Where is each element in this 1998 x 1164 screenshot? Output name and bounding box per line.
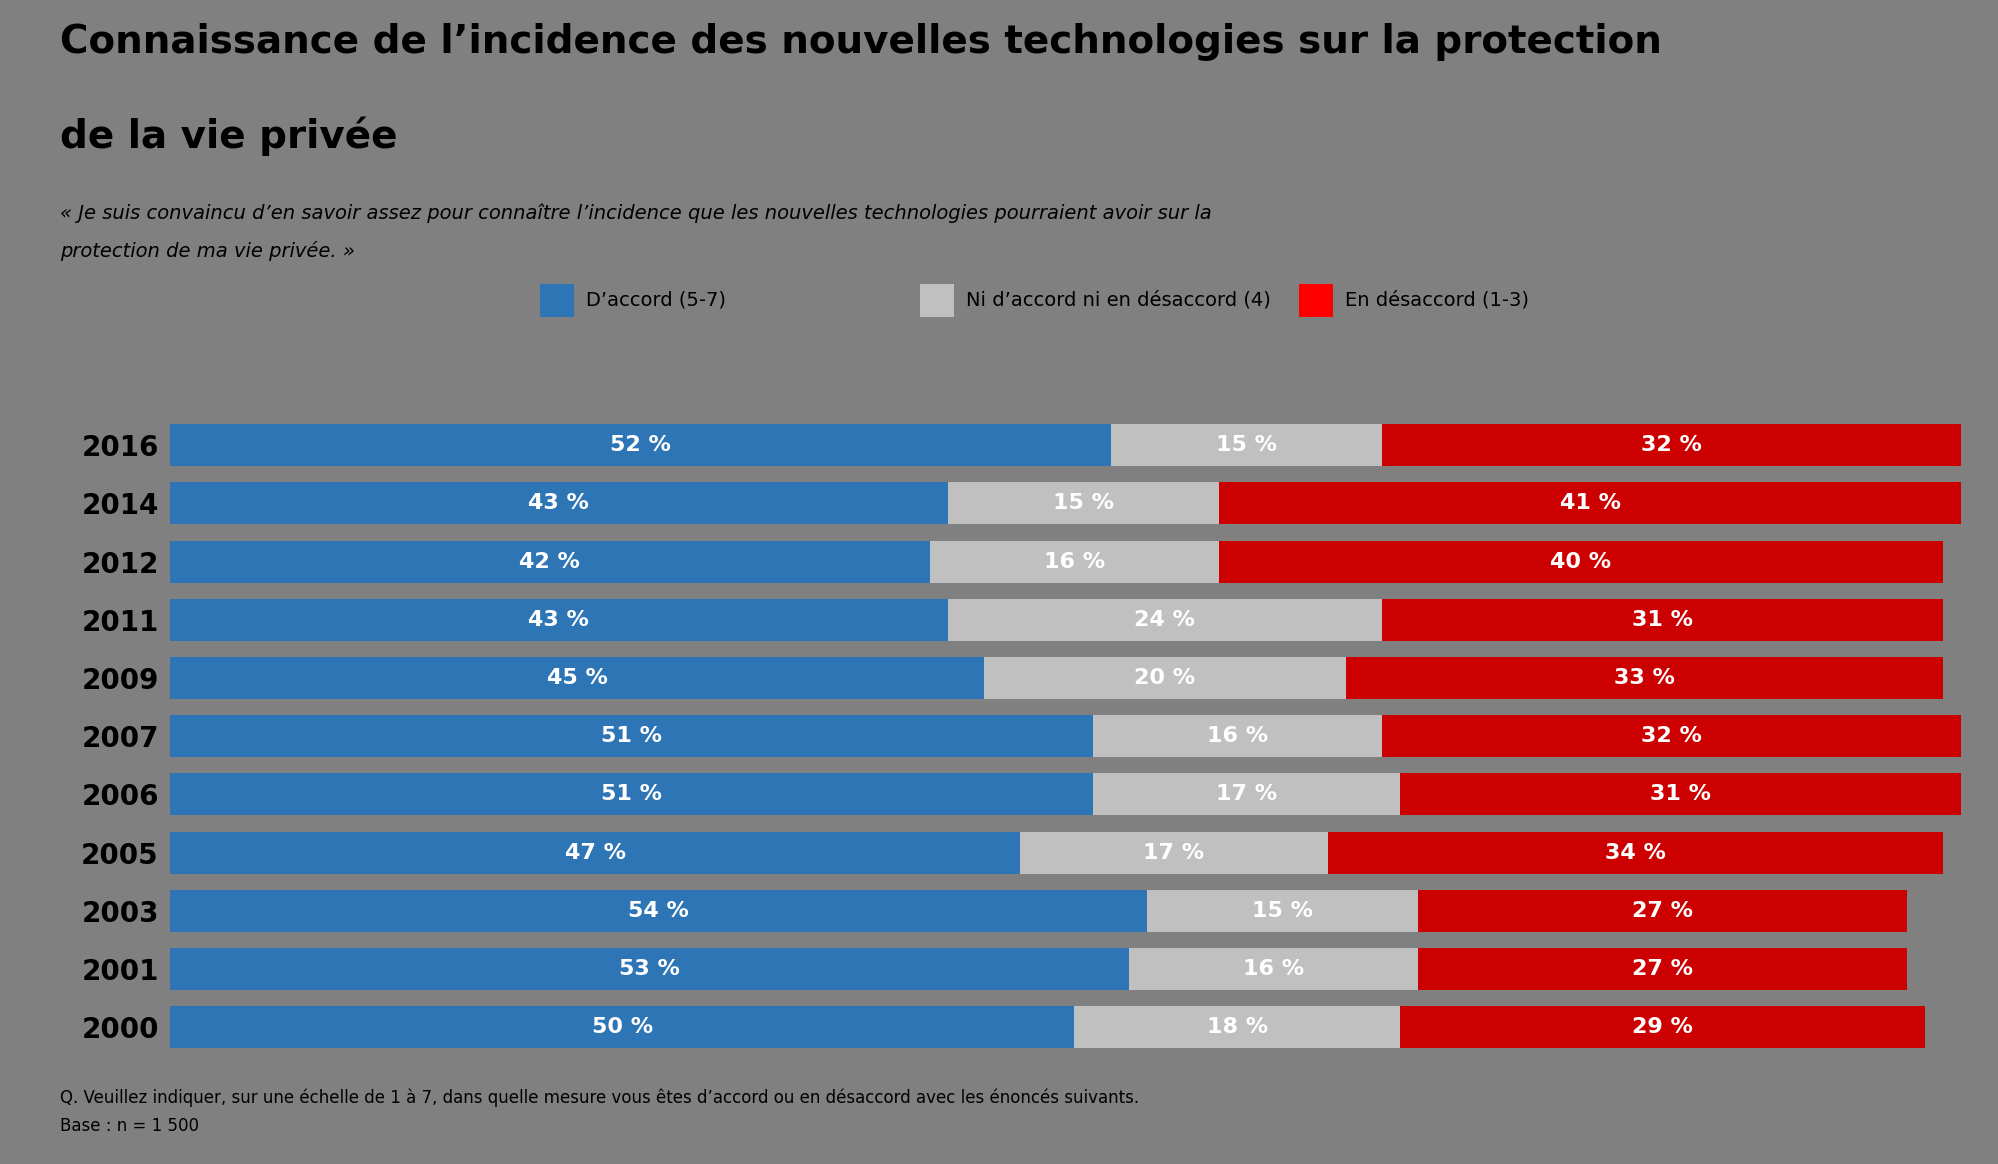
- Text: 15 %: 15 %: [1215, 435, 1277, 455]
- Bar: [170, 832, 1019, 873]
- Bar: [170, 599, 947, 640]
- Bar: [1399, 1006, 1924, 1049]
- Text: 42 %: 42 %: [519, 552, 579, 572]
- Bar: [947, 599, 1381, 640]
- Text: 43 %: 43 %: [527, 610, 589, 630]
- Text: 29 %: 29 %: [1630, 1017, 1692, 1037]
- Bar: [1129, 947, 1417, 989]
- Bar: [170, 947, 1129, 989]
- Text: 43 %: 43 %: [527, 494, 589, 513]
- Text: 32 %: 32 %: [1640, 435, 1700, 455]
- Text: 31 %: 31 %: [1648, 785, 1710, 804]
- Text: 54 %: 54 %: [627, 901, 689, 921]
- Text: 53 %: 53 %: [619, 959, 679, 979]
- Bar: [170, 656, 983, 698]
- Text: 50 %: 50 %: [591, 1017, 653, 1037]
- Text: 17 %: 17 %: [1143, 843, 1205, 863]
- Text: 34 %: 34 %: [1604, 843, 1664, 863]
- Text: 32 %: 32 %: [1640, 726, 1700, 746]
- Text: 16 %: 16 %: [1207, 726, 1267, 746]
- Text: 27 %: 27 %: [1630, 959, 1692, 979]
- Text: 31 %: 31 %: [1630, 610, 1692, 630]
- Bar: [170, 425, 1111, 467]
- Text: 15 %: 15 %: [1053, 494, 1113, 513]
- Text: 15 %: 15 %: [1251, 901, 1313, 921]
- Text: « Je suis convaincu d’en savoir assez pour connaître l’incidence que les nouvell: « Je suis convaincu d’en savoir assez po…: [60, 204, 1211, 223]
- Text: 20 %: 20 %: [1133, 668, 1195, 688]
- Bar: [1417, 890, 1906, 931]
- Text: Base : n = 1 500: Base : n = 1 500: [60, 1117, 200, 1135]
- Bar: [1019, 832, 1327, 873]
- Bar: [929, 541, 1219, 583]
- Bar: [1075, 1006, 1399, 1049]
- Bar: [1345, 656, 1942, 698]
- Text: 41 %: 41 %: [1558, 494, 1620, 513]
- Bar: [1219, 483, 1960, 524]
- Bar: [947, 483, 1219, 524]
- Text: 24 %: 24 %: [1135, 610, 1195, 630]
- Text: D’accord (5-7): D’accord (5-7): [585, 291, 725, 310]
- Bar: [1219, 541, 1942, 583]
- Bar: [983, 656, 1345, 698]
- Text: 45 %: 45 %: [545, 668, 607, 688]
- Text: de la vie privée: de la vie privée: [60, 116, 398, 156]
- Bar: [1381, 599, 1942, 640]
- Text: 16 %: 16 %: [1043, 552, 1105, 572]
- Bar: [1381, 425, 1960, 467]
- Text: 40 %: 40 %: [1550, 552, 1610, 572]
- Text: 17 %: 17 %: [1215, 785, 1277, 804]
- Bar: [1147, 890, 1417, 931]
- Text: En désaccord (1-3): En désaccord (1-3): [1345, 291, 1528, 310]
- Text: 27 %: 27 %: [1630, 901, 1692, 921]
- Bar: [170, 1006, 1075, 1049]
- Bar: [1399, 774, 1960, 816]
- Bar: [1381, 715, 1960, 758]
- Bar: [170, 890, 1147, 931]
- Bar: [170, 774, 1093, 816]
- Bar: [1327, 832, 1942, 873]
- Bar: [1111, 425, 1381, 467]
- Bar: [1093, 715, 1381, 758]
- Text: 51 %: 51 %: [601, 726, 661, 746]
- Bar: [170, 715, 1093, 758]
- Bar: [1417, 947, 1906, 989]
- Text: 47 %: 47 %: [563, 843, 625, 863]
- Text: 52 %: 52 %: [609, 435, 671, 455]
- Text: Connaissance de l’incidence des nouvelles technologies sur la protection: Connaissance de l’incidence des nouvelle…: [60, 23, 1660, 62]
- Text: 16 %: 16 %: [1243, 959, 1303, 979]
- Bar: [1093, 774, 1399, 816]
- Text: protection de ma vie privée. »: protection de ma vie privée. »: [60, 241, 356, 261]
- Text: 18 %: 18 %: [1207, 1017, 1267, 1037]
- Text: Q. Veuillez indiquer, sur une échelle de 1 à 7, dans quelle mesure vous êtes d’a: Q. Veuillez indiquer, sur une échelle de…: [60, 1088, 1139, 1107]
- Bar: [170, 483, 947, 524]
- Bar: [170, 541, 929, 583]
- Text: Ni d’accord ni en désaccord (4): Ni d’accord ni en désaccord (4): [965, 291, 1271, 310]
- Text: 33 %: 33 %: [1612, 668, 1674, 688]
- Text: 51 %: 51 %: [601, 785, 661, 804]
